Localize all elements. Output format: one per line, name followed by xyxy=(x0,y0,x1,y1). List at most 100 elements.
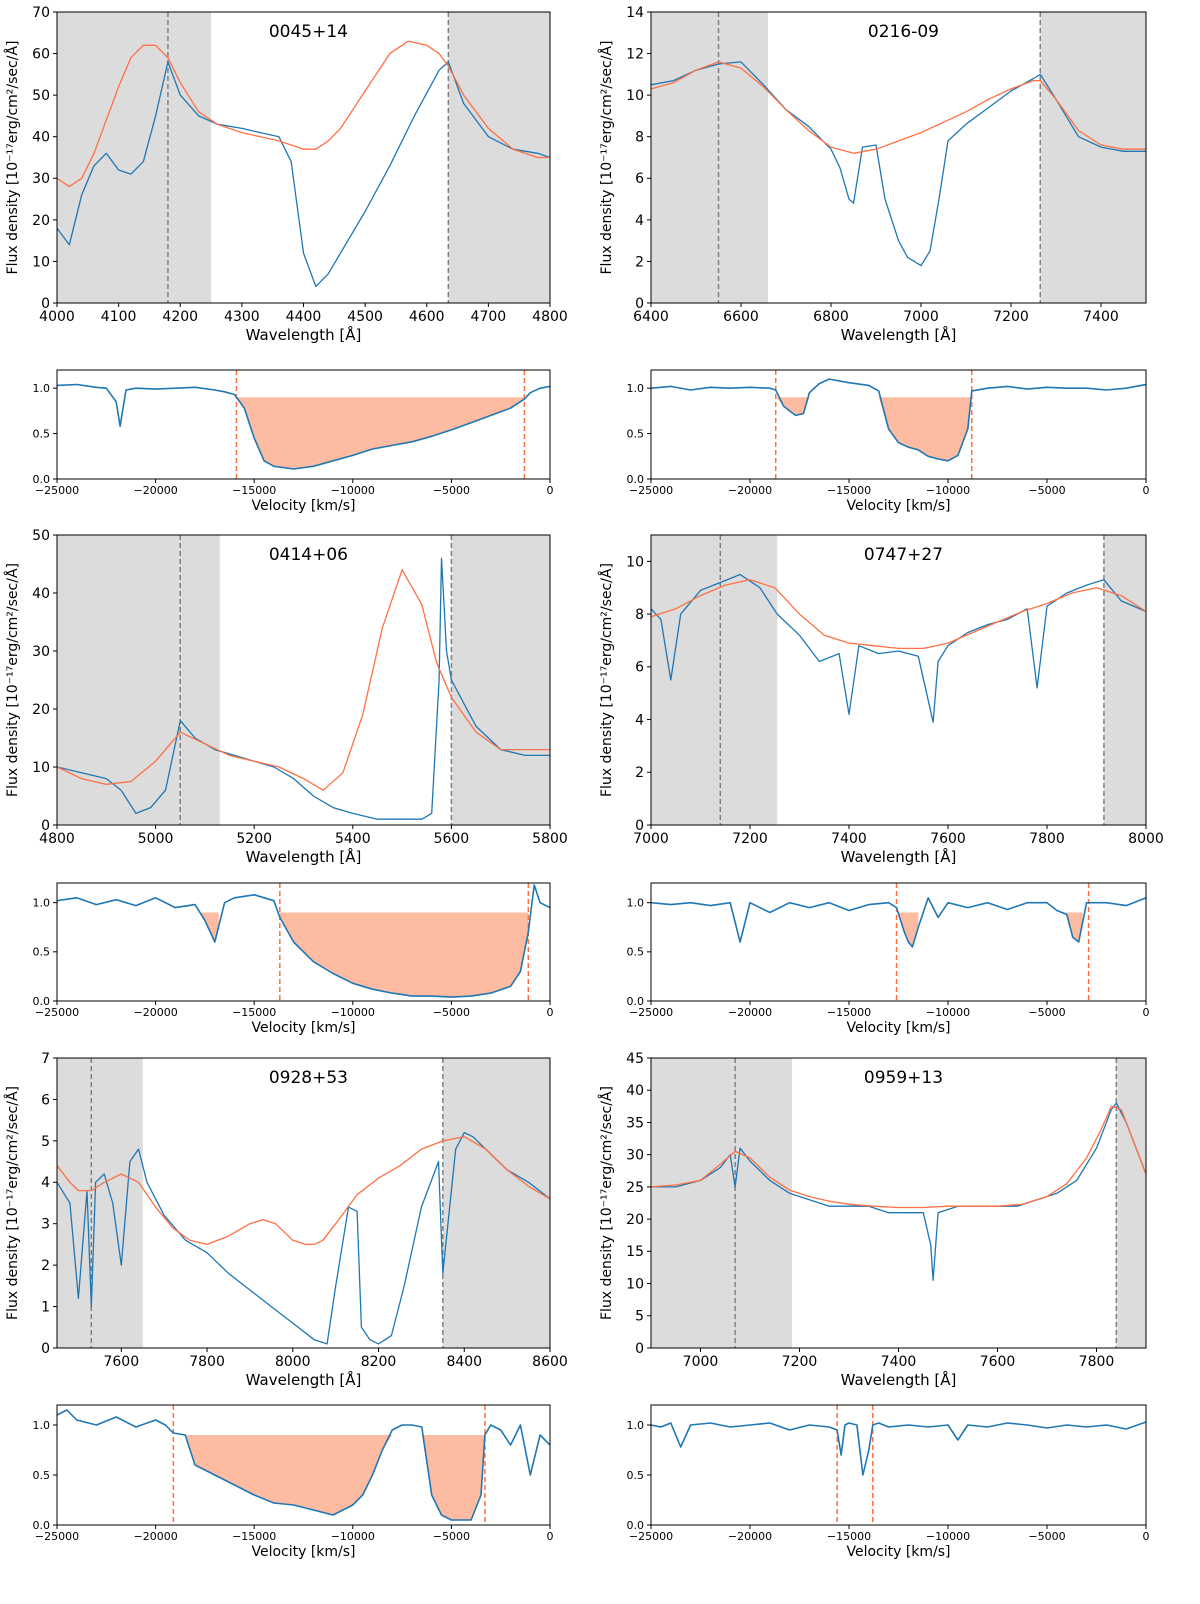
y-tick-label: 40 xyxy=(32,130,50,146)
y-tick-label: 50 xyxy=(32,528,50,544)
y-tick-label: 20 xyxy=(626,1212,644,1228)
x-tick-label: 7800 xyxy=(1079,1354,1115,1370)
x-tick-label: 5800 xyxy=(532,831,568,847)
shaded-region xyxy=(448,12,550,303)
y-tick-label: 0 xyxy=(41,296,50,312)
y-tick-label: 2 xyxy=(635,765,644,781)
x-tick-label: 7000 xyxy=(683,1354,719,1370)
y-axis-label: Flux density [10⁻¹⁷erg/cm²/sec/Å] xyxy=(598,41,615,275)
y-tick-label: 10 xyxy=(626,88,644,104)
x-tick-label: −25000 xyxy=(35,484,79,497)
series-normalized xyxy=(57,884,550,998)
x-tick-label: −10000 xyxy=(926,484,970,497)
series-model xyxy=(651,579,1146,650)
axes-frame xyxy=(650,534,1147,826)
panel-title: 0414+06 xyxy=(269,545,348,565)
x-tick-label: 5200 xyxy=(236,831,272,847)
series-model xyxy=(651,61,1146,154)
x-axis-label: Velocity [km/s] xyxy=(251,1020,355,1036)
y-axis-label: Flux density [10⁻¹⁷erg/cm²/sec/Å] xyxy=(4,1086,21,1320)
x-axis-label: Wavelength [Å] xyxy=(841,325,957,344)
series-normalized xyxy=(57,1409,550,1521)
y-tick-label: 70 xyxy=(32,5,50,21)
absorption-fill xyxy=(236,397,525,469)
x-tick-label: −15000 xyxy=(827,1530,871,1543)
shaded-region xyxy=(651,1058,793,1348)
y-tick-label: 0 xyxy=(635,818,644,834)
x-tick-label: 6600 xyxy=(723,309,759,325)
y-axis-label: Flux density [10⁻¹⁷erg/cm²/sec/Å] xyxy=(598,563,615,797)
x-tick-label: −5000 xyxy=(433,484,470,497)
x-tick-label: −15000 xyxy=(827,1006,871,1019)
x-tick-label: 7400 xyxy=(1083,309,1119,325)
panel-title: 0045+14 xyxy=(269,22,348,42)
x-tick-label: −15000 xyxy=(232,484,276,497)
panel-0216-09-velocity: −25000 −20000 −15000 −10000 −5000 0 0.0 0.5 1.0 V… xyxy=(627,369,1150,514)
x-tick-label: 0 xyxy=(1143,1530,1150,1543)
x-tick-label: 8000 xyxy=(275,1354,311,1370)
plot-area xyxy=(57,535,550,825)
y-tick-label: 10 xyxy=(32,760,50,776)
x-tick-label: 6800 xyxy=(813,309,849,325)
x-tick-label: −5000 xyxy=(1028,1530,1065,1543)
panel-title: 0747+27 xyxy=(864,545,943,565)
shaded-region xyxy=(651,535,778,825)
panel-title: 0216-09 xyxy=(868,22,939,42)
y-tick-label: 10 xyxy=(32,254,50,270)
panel-0928+53-velocity: −25000 −20000 −15000 −10000 −5000 0 0.0 0.5 1.0 V… xyxy=(33,1404,554,1560)
panel-0045+14: 4000 4100 4200 4300 4400 4500 4600 4700 4800 0 10 2… xyxy=(4,5,568,344)
plot-area xyxy=(57,883,550,1001)
series-spectrum xyxy=(57,557,550,820)
x-tick-label: −15000 xyxy=(827,484,871,497)
x-tick-label: 7200 xyxy=(782,1354,818,1370)
absorption-fill xyxy=(898,912,919,947)
axes-frame xyxy=(650,882,1147,1002)
y-tick-label: 2 xyxy=(41,1258,50,1274)
x-tick-label: 8400 xyxy=(446,1354,482,1370)
y-tick-label: 0.0 xyxy=(627,995,645,1008)
y-tick-label: 0.5 xyxy=(33,427,51,440)
y-tick-label: 0.0 xyxy=(33,473,51,486)
y-tick-label: 6 xyxy=(635,171,644,187)
shaded-region xyxy=(1103,535,1146,825)
y-tick-label: 4 xyxy=(635,712,644,728)
y-tick-label: 25 xyxy=(626,1180,644,1196)
y-tick-label: 1.0 xyxy=(627,1419,645,1432)
x-axis-label: Velocity [km/s] xyxy=(251,1544,355,1560)
absorption-fill xyxy=(1062,912,1083,942)
panel-title: 0959+13 xyxy=(864,1068,943,1088)
shaded-region xyxy=(651,12,768,303)
y-tick-label: 4 xyxy=(635,213,644,229)
x-tick-label: 0 xyxy=(547,484,554,497)
x-tick-label: 4300 xyxy=(224,309,260,325)
x-tick-label: −20000 xyxy=(133,1530,177,1543)
x-tick-label: −5000 xyxy=(433,1530,470,1543)
y-tick-label: 5 xyxy=(635,1309,644,1325)
x-tick-label: −5000 xyxy=(433,1006,470,1019)
axes-frame xyxy=(56,534,551,826)
y-tick-label: 0.0 xyxy=(627,473,645,486)
x-tick-label: −20000 xyxy=(728,1530,772,1543)
x-tick-label: 4200 xyxy=(162,309,198,325)
y-tick-label: 6 xyxy=(635,660,644,676)
series-spectrum xyxy=(651,1102,1146,1281)
axes-frame xyxy=(56,369,551,480)
panel-0747+27-velocity: −25000 −20000 −15000 −10000 −5000 0 0.0 0.5 1.0 V… xyxy=(627,882,1150,1036)
x-tick-label: −10000 xyxy=(331,1530,375,1543)
x-tick-label: 5400 xyxy=(335,831,371,847)
plot-area xyxy=(651,1058,1146,1348)
y-tick-label: 0.0 xyxy=(33,995,51,1008)
x-axis-label: Wavelength [Å] xyxy=(246,847,362,866)
plot-area xyxy=(651,1405,1146,1525)
x-axis-label: Velocity [km/s] xyxy=(846,498,950,514)
axes-frame xyxy=(650,369,1147,480)
x-axis-label: Wavelength [Å] xyxy=(246,325,362,344)
y-tick-label: 40 xyxy=(32,586,50,602)
y-axis-label: Flux density [10⁻¹⁷erg/cm²/sec/Å] xyxy=(598,1086,615,1320)
y-axis-label: Flux density [10⁻¹⁷erg/cm²/sec/Å] xyxy=(4,41,21,275)
absorption-fill xyxy=(279,912,529,998)
y-axis-label: Flux density [10⁻¹⁷erg/cm²/sec/Å] xyxy=(4,563,21,797)
series-model xyxy=(57,1136,550,1246)
series-spectrum xyxy=(651,573,1146,723)
